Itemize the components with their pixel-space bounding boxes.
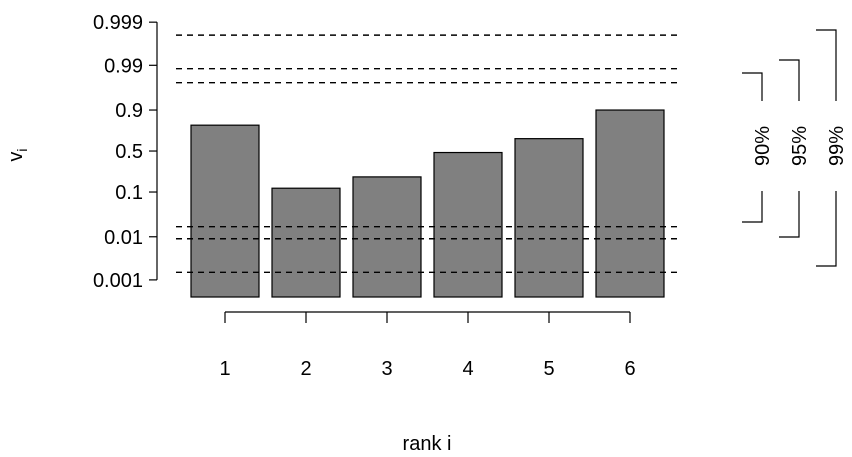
confidence-brackets: 90% 95% 99%: [742, 29, 848, 267]
x-tick-label: 2: [300, 358, 311, 380]
y-axis: 0.001 0.01 0.1 0.5 0.9 0.99 0.999: [93, 12, 158, 292]
bracket-90-top: [742, 72, 763, 101]
y-tick-label: 0.01: [104, 227, 143, 249]
x-tick-label: 6: [624, 358, 635, 380]
bracket-99-top: [816, 29, 837, 101]
bracket-99-bottom: [816, 191, 837, 267]
bar-2: [271, 187, 341, 298]
bracket-90-bottom: [742, 191, 763, 223]
y-tick-label: 0.99: [104, 55, 143, 77]
x-axis: 1 2 3 4 5 6: [219, 311, 636, 380]
bracket-label-90: 90%: [752, 126, 774, 166]
reference-lines: [176, 34, 681, 274]
bar-6: [595, 109, 665, 298]
bar-5: [514, 138, 584, 298]
bracket-label-95: 95%: [789, 126, 811, 166]
x-tick-label: 4: [462, 358, 473, 380]
x-axis-label: rank i: [403, 433, 452, 455]
y-tick-label: 0.999: [93, 12, 143, 34]
y-axis-label-subscript: i: [14, 148, 30, 151]
y-axis-label-main: v: [5, 152, 27, 162]
y-axis-label: vi: [5, 148, 30, 161]
y-tick-label: 0.001: [93, 270, 143, 292]
bar-3: [352, 176, 422, 298]
bars: [190, 109, 665, 298]
x-tick-label: 5: [543, 358, 554, 380]
x-tick-label: 3: [381, 358, 392, 380]
y-tick-label: 0.1: [115, 182, 143, 204]
bar-4: [433, 151, 503, 298]
y-tick-label: 0.5: [115, 141, 143, 163]
y-tick-label: 0.9: [115, 100, 143, 122]
x-tick-label: 1: [219, 358, 230, 380]
bracket-label-99: 99%: [826, 126, 848, 166]
bar-1: [190, 124, 260, 298]
bracket-95-top: [779, 59, 800, 101]
bracket-95-bottom: [779, 191, 800, 238]
